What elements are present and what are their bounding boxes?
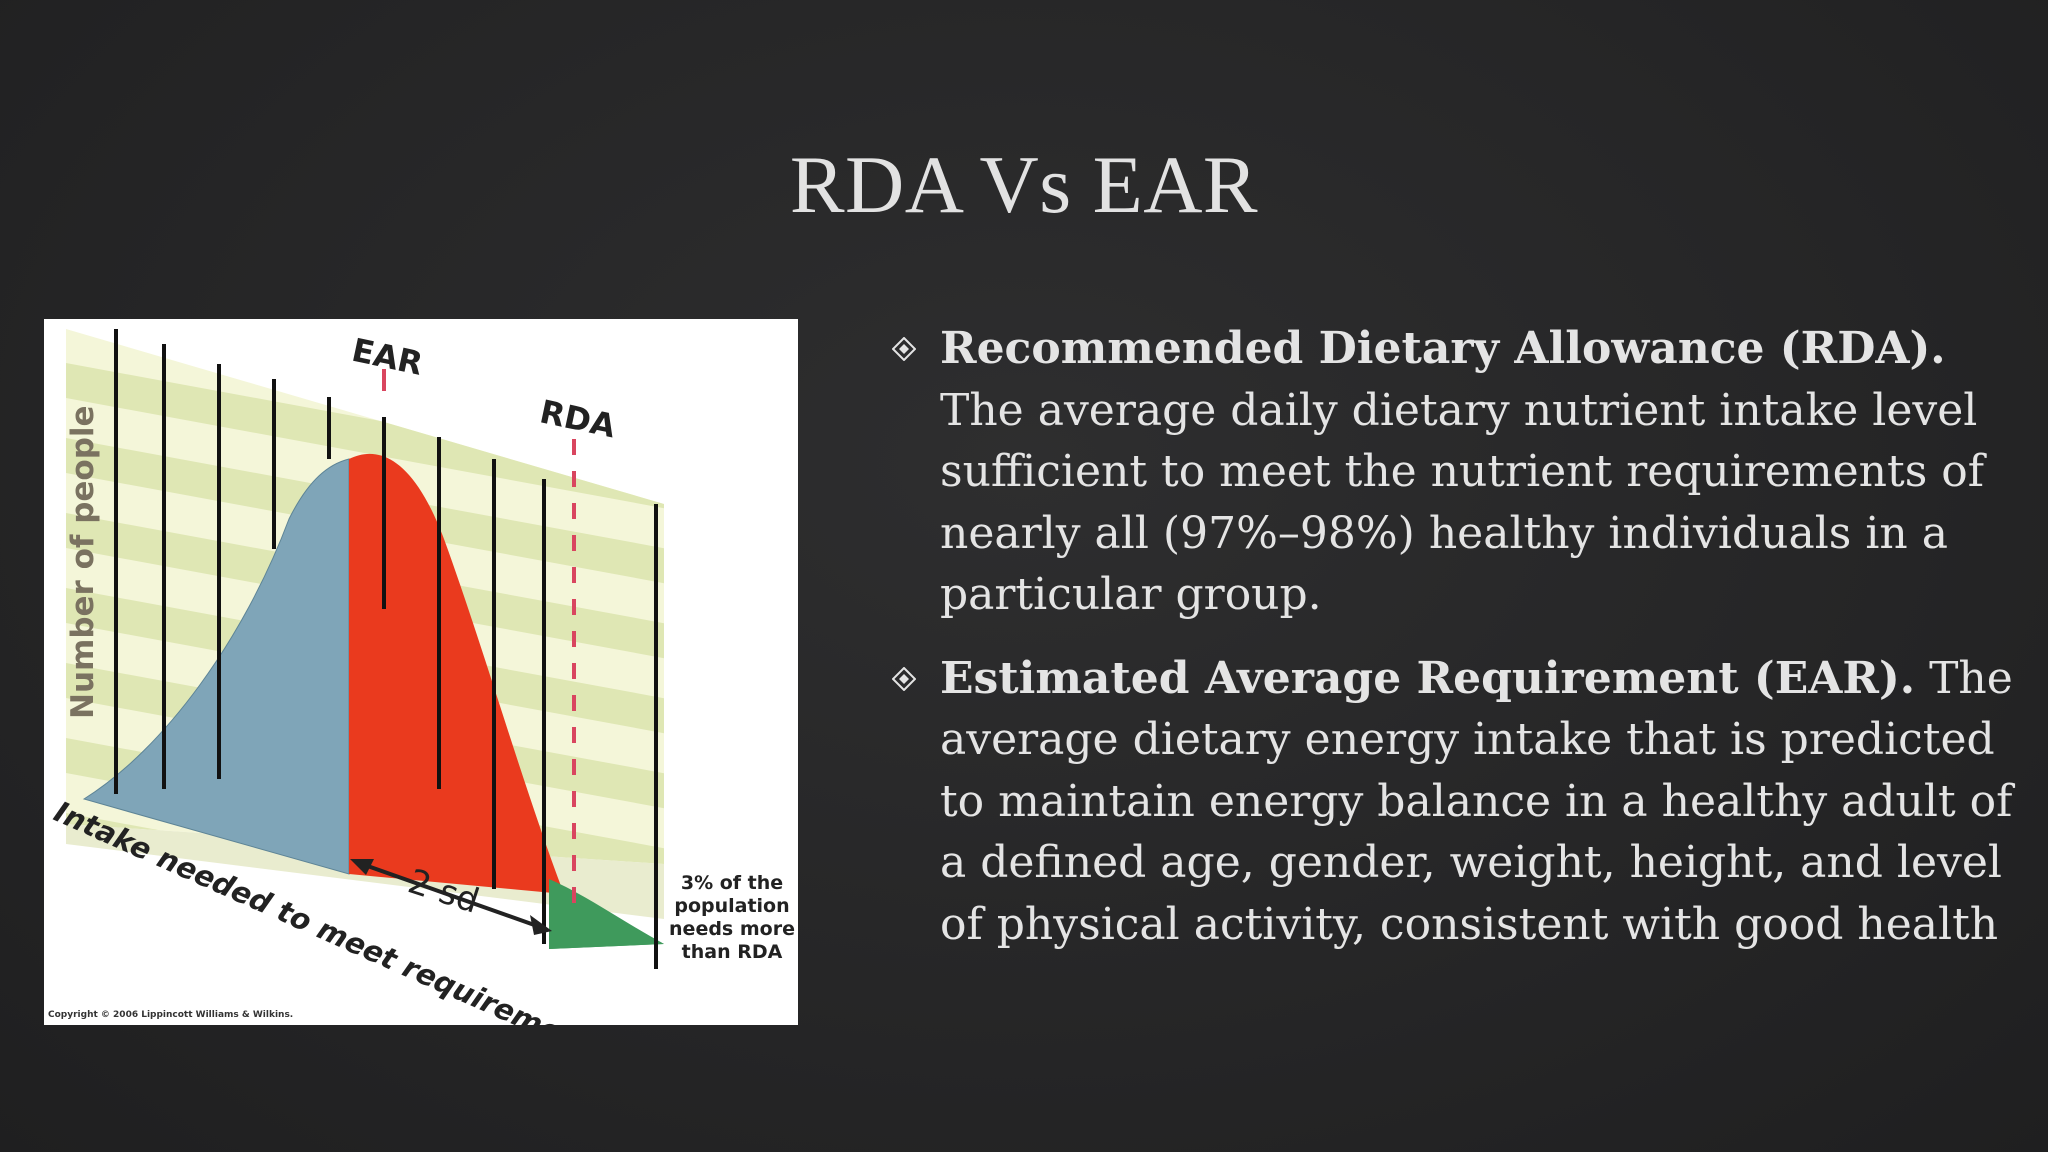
grid-bars (114, 329, 658, 969)
ear-term: Estimated Average Requirement (EAR). (940, 652, 1916, 704)
below-ear-area (82, 458, 350, 875)
note-line-2: population (674, 895, 789, 917)
note-line-1: 3% of the (681, 872, 783, 894)
above-rda-floor (549, 879, 664, 949)
population-note: 3% of the population needs more than RDA (669, 872, 795, 963)
note-line-4: than RDA (682, 941, 783, 963)
ear-to-rda-area (349, 453, 564, 894)
bullet-ear: Estimated Average Requirement (EAR). The… (888, 648, 2028, 956)
bullet-rda: Recommended Dietary Allowance (RDA). The… (888, 318, 2028, 626)
ear-definition: The average dietary energy intake that i… (940, 652, 2013, 950)
sd-arrow (350, 859, 552, 935)
distribution-diagram: EAR RDA Number of people Intake needed t… (48, 329, 795, 1025)
note-line-3: needs more (669, 918, 795, 940)
slide-title: RDA Vs EAR (789, 139, 1259, 230)
diamond-bullet-icon (892, 666, 916, 691)
rda-term: Recommended Dietary Allowance (RDA). (940, 323, 1946, 374)
copyright-text: Copyright © 2006 Lippincott Williams & W… (48, 1010, 293, 1020)
rda-definition: The average daily dietary nutrient intak… (940, 384, 1985, 621)
y-axis-label: Number of people (65, 405, 101, 719)
rda-ear-figure: EAR RDA Number of people Intake needed t… (44, 319, 798, 1025)
ear-label: EAR (349, 331, 427, 383)
definition-list: Recommended Dietary Allowance (RDA). The… (888, 318, 2028, 977)
rda-label: RDA (537, 392, 619, 445)
diamond-bullet-icon (892, 337, 916, 361)
